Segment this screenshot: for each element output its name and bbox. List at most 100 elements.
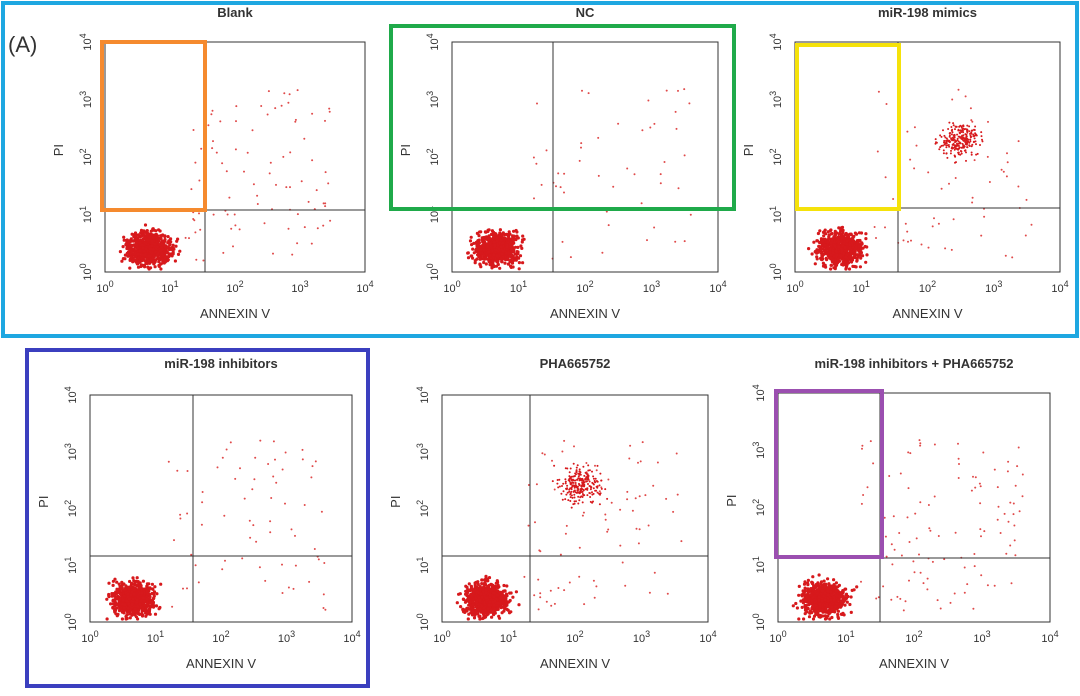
- cell-dot: [133, 580, 137, 584]
- cell-dot: [635, 527, 638, 530]
- cell-dot: [565, 524, 568, 527]
- cell-dot: [507, 234, 511, 238]
- cell-dot: [942, 149, 945, 152]
- cell-dot: [980, 234, 983, 237]
- cell-dot: [569, 492, 572, 495]
- cell-dot: [909, 158, 912, 161]
- cell-dot: [484, 591, 488, 595]
- cell-dot: [173, 539, 175, 542]
- cell-dot: [475, 231, 479, 235]
- cell-dot: [493, 231, 497, 236]
- cell-dot: [580, 142, 583, 145]
- cell-dot: [105, 617, 109, 621]
- cell-dot: [157, 607, 161, 611]
- cell-dot: [267, 463, 270, 465]
- cell-dot: [517, 256, 521, 260]
- cell-dot: [513, 252, 517, 256]
- cell-dot: [243, 497, 246, 500]
- cell-dot: [128, 579, 132, 584]
- cell-dot: [281, 592, 284, 594]
- cell-dot: [935, 141, 938, 144]
- cell-dot: [269, 161, 272, 164]
- cell-dot: [194, 564, 197, 567]
- cell-dot: [478, 251, 482, 255]
- cell-dot: [475, 257, 479, 261]
- cell-dot: [289, 151, 292, 154]
- cell-dot: [948, 121, 951, 124]
- cell-dot: [569, 467, 572, 470]
- cell-dot: [495, 254, 499, 258]
- cell-dot: [841, 236, 845, 240]
- cell-dot: [588, 485, 591, 487]
- cell-dot: [490, 259, 494, 263]
- cell-dot: [275, 183, 277, 186]
- cell-dot: [981, 138, 983, 141]
- cell-dot: [514, 590, 519, 594]
- cell-dot: [948, 141, 951, 144]
- cell-dot: [163, 257, 168, 261]
- cell-dot: [168, 252, 172, 257]
- cell-dot: [800, 593, 804, 597]
- cell-dot: [824, 582, 828, 586]
- cell-dot: [624, 584, 627, 587]
- cell-dot: [956, 133, 959, 136]
- cell-dot: [844, 597, 848, 601]
- cell-dot: [592, 477, 595, 480]
- cell-dot: [150, 244, 154, 248]
- cell-dot: [931, 225, 934, 228]
- cell-dot: [516, 245, 520, 249]
- cell-dot: [607, 224, 610, 227]
- cell-dot: [945, 137, 948, 140]
- cell-dot: [282, 155, 285, 158]
- cell-dot: [965, 159, 967, 162]
- cell-dot: [199, 228, 202, 231]
- cell-dot: [587, 483, 589, 485]
- cell-dot: [241, 557, 244, 560]
- cell-dot: [260, 105, 263, 107]
- cell-dot: [500, 233, 504, 237]
- cell-dot: [953, 148, 956, 151]
- cell-dot: [940, 187, 943, 190]
- cell-dot: [274, 107, 277, 110]
- cell-dot: [807, 590, 811, 594]
- cell-dot: [621, 561, 624, 564]
- cell-dot: [324, 171, 327, 174]
- cell-dot: [160, 251, 164, 256]
- cell-dot: [300, 180, 303, 183]
- cell-dot: [583, 494, 586, 497]
- cell-dot: [832, 578, 836, 582]
- cell-dot: [130, 602, 134, 607]
- cell-dot: [949, 152, 952, 155]
- cell-dot: [160, 233, 165, 237]
- cell-dot: [491, 236, 495, 240]
- cell-dot: [197, 581, 200, 584]
- cell-dot: [612, 185, 615, 188]
- cell-dot: [973, 159, 976, 162]
- cell-dot: [816, 250, 821, 254]
- cell-dot: [817, 244, 821, 248]
- cell-dot: [487, 228, 491, 232]
- cell-dot: [945, 152, 948, 155]
- cell-dot: [292, 587, 295, 590]
- cell-dot: [597, 174, 600, 177]
- cell-dot: [269, 531, 272, 534]
- cell-dot: [555, 185, 557, 188]
- cell-dot: [198, 212, 200, 215]
- cell-dot: [565, 493, 568, 496]
- cell-dot: [683, 154, 686, 157]
- cell-dot: [619, 508, 622, 511]
- cell-dot: [266, 113, 269, 116]
- cell-dot: [584, 477, 587, 480]
- cell-dot: [856, 241, 860, 245]
- cell-dot: [487, 259, 491, 263]
- cell-dot: [626, 490, 629, 493]
- cell-dot: [574, 482, 577, 484]
- cell-dot: [483, 235, 487, 239]
- cell-dot: [519, 244, 523, 248]
- cell-dot: [471, 247, 475, 251]
- cell-dot: [907, 240, 909, 243]
- cell-dot: [606, 530, 609, 533]
- cell-dot: [665, 497, 668, 500]
- cell-dot: [120, 259, 124, 263]
- cell-dot: [482, 248, 486, 252]
